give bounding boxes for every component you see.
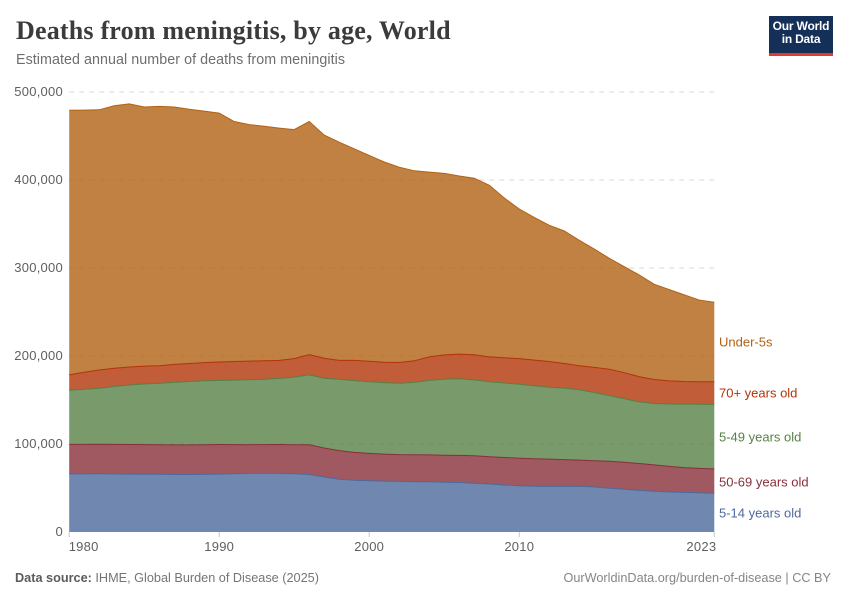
svg-text:5-14 years old: 5-14 years old [719, 506, 801, 521]
svg-text:2000: 2000 [354, 539, 384, 554]
svg-text:Under-5s: Under-5s [719, 335, 773, 350]
svg-text:5-49 years old: 5-49 years old [719, 430, 801, 445]
svg-text:400,000: 400,000 [14, 172, 63, 187]
svg-text:200,000: 200,000 [14, 348, 63, 363]
svg-text:0: 0 [56, 524, 63, 539]
svg-text:50-69 years old: 50-69 years old [719, 475, 809, 490]
svg-text:100,000: 100,000 [14, 436, 63, 451]
svg-text:300,000: 300,000 [14, 260, 63, 275]
svg-text:2010: 2010 [504, 539, 534, 554]
svg-text:500,000: 500,000 [14, 84, 63, 99]
svg-text:2023: 2023 [686, 539, 716, 554]
svg-text:70+ years old: 70+ years old [719, 386, 797, 401]
svg-text:1990: 1990 [204, 539, 234, 554]
svg-text:1980: 1980 [69, 539, 99, 554]
